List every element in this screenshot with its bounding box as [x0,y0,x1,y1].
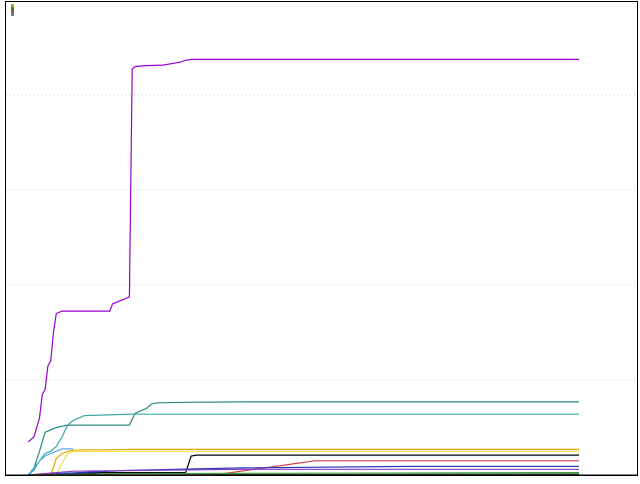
plot-frame [5,1,638,476]
series-line-2 [27,401,579,476]
series-line-1 [27,58,579,443]
series-line-5 [50,448,579,476]
series-line-7 [28,454,579,476]
series-line-4 [27,448,74,476]
series-line-6 [55,450,579,476]
series-line-10 [28,468,579,476]
series-line-9 [28,465,579,476]
legend-marker [11,7,14,10]
legend-marker [11,13,14,16]
legend-marker [11,4,14,7]
legend-marker [11,10,14,13]
